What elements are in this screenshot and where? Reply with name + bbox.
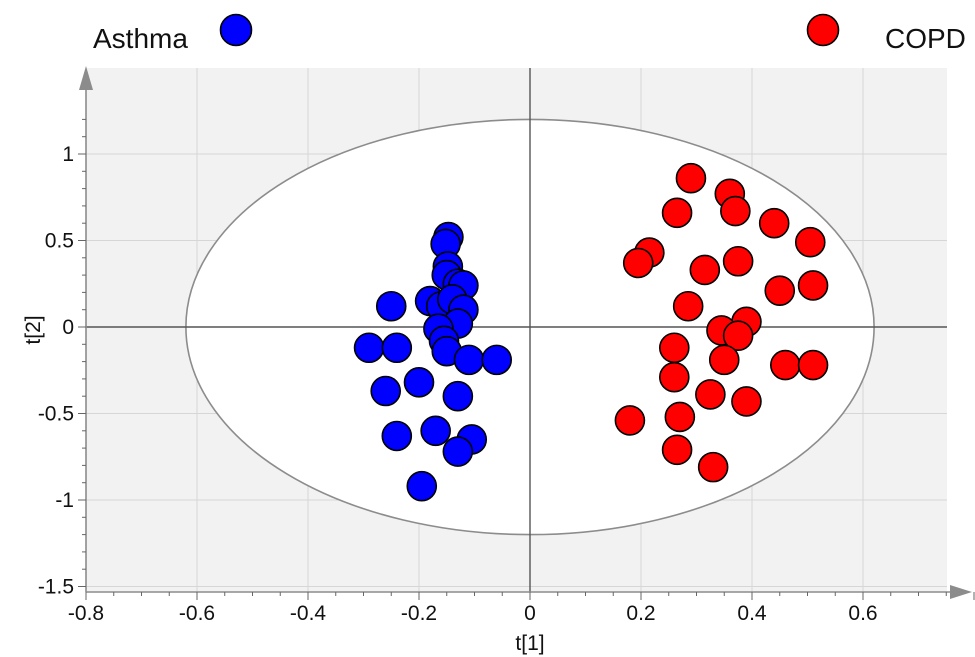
point-copd: [672, 290, 704, 322]
legend-marker-copd: [806, 13, 840, 47]
point-copd: [794, 226, 826, 258]
y-tick-label: 0.5: [45, 230, 74, 253]
point-copd: [764, 275, 796, 306]
point-asthma: [403, 367, 435, 398]
point-copd: [731, 386, 762, 417]
point-copd: [722, 245, 754, 277]
tick-labels: -0.8 -0.6 -0.4 -0.2 0 0.2 0.4 0.6 -1.5 -1 -0.5 0 0.5…: [38, 143, 878, 625]
point-asthma: [420, 415, 451, 447]
y-tick-label: 0: [62, 316, 74, 339]
point-copd: [769, 349, 801, 381]
point-asthma: [481, 344, 513, 376]
y-tick-label: 1: [62, 143, 74, 166]
point-asthma: [442, 436, 474, 467]
point-copd: [658, 361, 690, 393]
point-copd: [758, 207, 790, 239]
x-tick-label: -0.6: [179, 602, 215, 625]
x-axis-label: t[1]: [515, 632, 544, 655]
point-asthma: [381, 420, 413, 452]
x-tick-label: -0.8: [68, 602, 104, 625]
point-copd: [658, 332, 690, 364]
data-points: [353, 162, 829, 502]
legend-label-copd: COPD: [885, 23, 966, 54]
axes: [78, 66, 975, 600]
legend: Asthma COPD: [93, 13, 966, 54]
x-axis-arrow: [950, 585, 972, 599]
x-tick-label: 0.6: [848, 602, 877, 625]
legend-label-asthma: Asthma: [93, 23, 188, 54]
x-tick-label: 0.2: [626, 602, 655, 625]
point-copd: [664, 401, 696, 433]
point-copd: [689, 254, 721, 286]
point-asthma: [406, 470, 438, 502]
x-tick-label: 0: [524, 602, 536, 625]
x-tick-label: 0.4: [737, 602, 767, 625]
point-copd: [614, 405, 646, 436]
point-asthma: [375, 290, 407, 322]
point-asthma: [453, 344, 485, 376]
point-copd: [797, 270, 829, 301]
point-copd: [661, 434, 693, 466]
point-asthma: [381, 332, 413, 364]
point-asthma: [370, 375, 402, 407]
point-copd: [622, 247, 654, 279]
x-tick-label: -0.4: [290, 602, 327, 625]
point-copd: [722, 320, 754, 351]
y-axis-label: t[2]: [22, 315, 45, 344]
point-asthma: [442, 380, 474, 412]
point-copd: [675, 162, 707, 194]
legend-marker-asthma: [219, 13, 253, 47]
y-tick-label: -0.5: [38, 403, 74, 426]
y-tick-label: -1: [55, 489, 74, 512]
point-copd: [695, 379, 726, 410]
point-copd: [708, 344, 740, 376]
point-asthma: [353, 332, 385, 364]
y-axis-arrow: [79, 66, 93, 90]
x-tick-label: -0.2: [401, 602, 437, 625]
point-copd: [661, 197, 693, 229]
y-tick-label: -1.5: [38, 576, 74, 599]
point-copd: [697, 451, 729, 483]
point-copd: [797, 349, 829, 381]
point-copd: [720, 195, 751, 227]
